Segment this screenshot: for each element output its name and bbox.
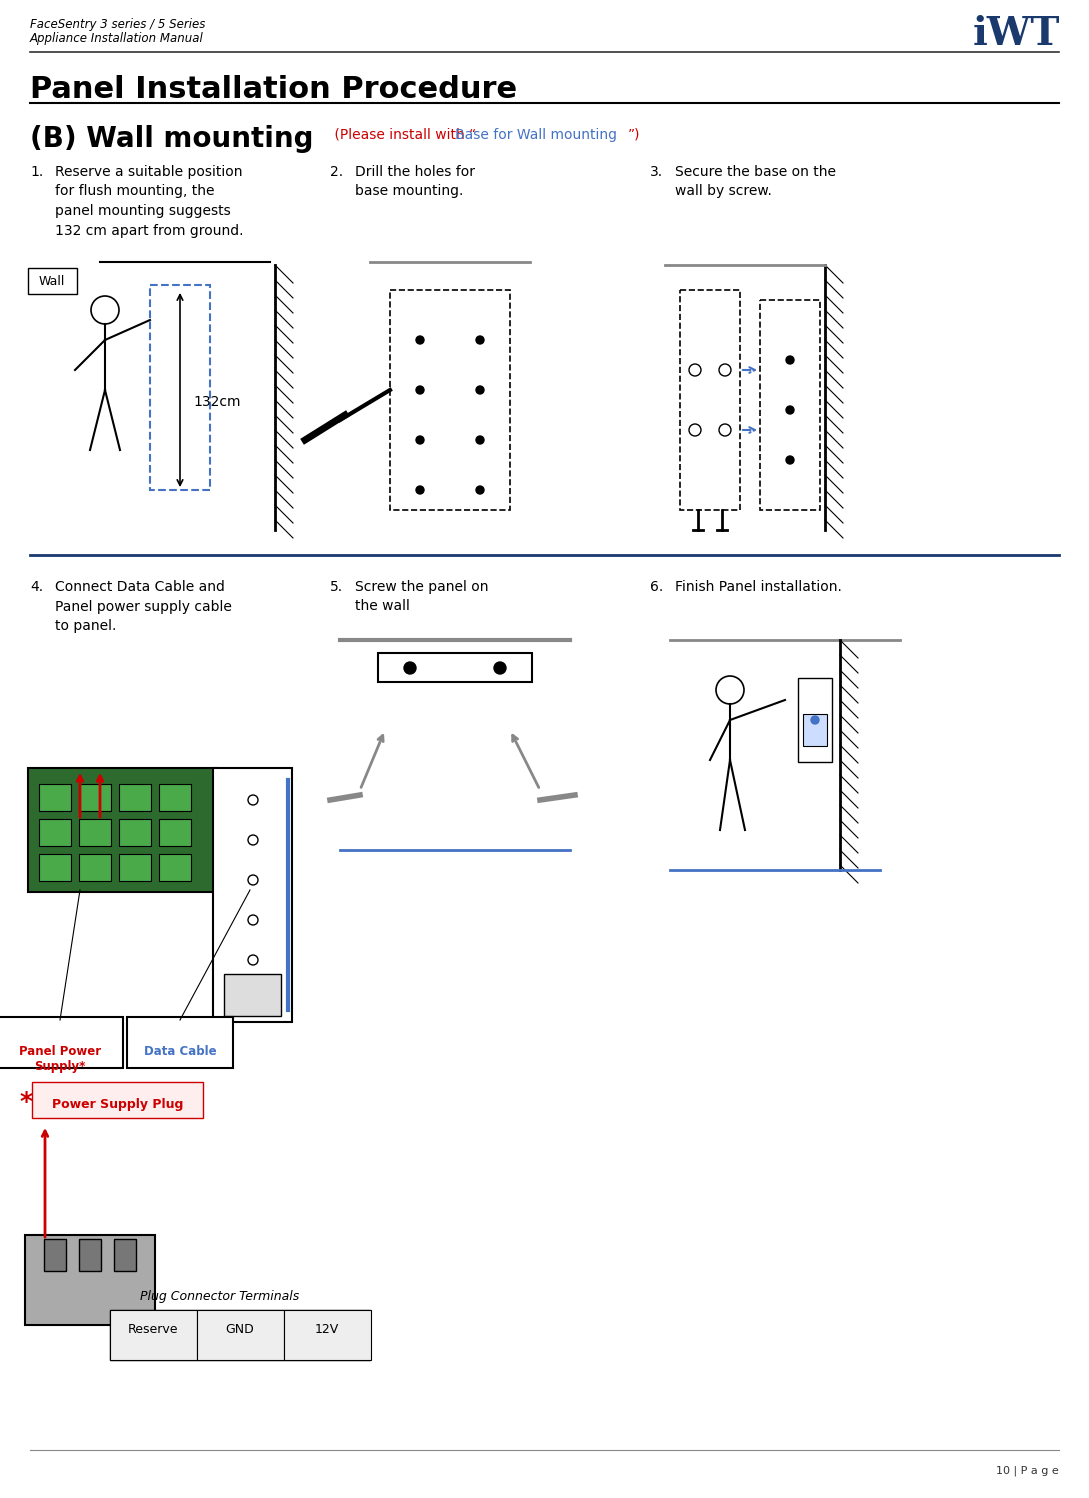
FancyBboxPatch shape [39,819,71,846]
Circle shape [476,336,484,345]
FancyBboxPatch shape [127,1017,233,1068]
Text: Data Cable: Data Cable [144,1046,217,1058]
Circle shape [404,662,416,674]
Circle shape [416,336,424,345]
FancyBboxPatch shape [803,715,827,746]
FancyBboxPatch shape [119,854,151,881]
FancyBboxPatch shape [110,1309,197,1360]
FancyBboxPatch shape [28,268,77,294]
FancyBboxPatch shape [0,1017,123,1068]
Text: Reserve: Reserve [127,1323,179,1336]
Circle shape [476,485,484,494]
FancyBboxPatch shape [159,783,191,810]
FancyBboxPatch shape [119,819,151,846]
FancyBboxPatch shape [197,1309,284,1360]
Text: 2.: 2. [330,165,343,178]
FancyBboxPatch shape [44,1239,66,1270]
Text: ”): ”) [628,127,640,142]
Text: (Please install with “: (Please install with “ [330,127,476,142]
Text: iWT: iWT [972,15,1060,52]
Circle shape [786,406,794,413]
Text: FaceSentry 3 series / 5 Series: FaceSentry 3 series / 5 Series [30,18,206,31]
Circle shape [811,716,819,724]
Circle shape [476,386,484,394]
FancyBboxPatch shape [79,819,111,846]
Text: Reserve a suitable position
for flush mounting, the
panel mounting suggests
132 : Reserve a suitable position for flush mo… [56,165,244,238]
Text: 4.: 4. [30,580,44,595]
FancyBboxPatch shape [224,974,281,1016]
Text: 1.: 1. [30,165,44,178]
Text: GND: GND [225,1323,255,1336]
Text: 5.: 5. [330,580,343,595]
FancyBboxPatch shape [32,1082,203,1118]
Text: Appliance Installation Manual: Appliance Installation Manual [30,31,204,45]
Text: Connect Data Cable and
Panel power supply cable
to panel.: Connect Data Cable and Panel power suppl… [56,580,232,634]
Text: Panel Installation Procedure: Panel Installation Procedure [30,75,517,103]
FancyBboxPatch shape [39,783,71,810]
Circle shape [416,485,424,494]
Text: Drill the holes for
base mounting.: Drill the holes for base mounting. [355,165,475,199]
Circle shape [416,436,424,443]
Text: Base for Wall mounting: Base for Wall mounting [455,127,617,142]
Text: Plug Connector Terminals: Plug Connector Terminals [140,1290,299,1303]
FancyBboxPatch shape [79,1239,101,1270]
FancyBboxPatch shape [284,1309,371,1360]
Text: (B) Wall mounting: (B) Wall mounting [30,124,314,153]
Text: 3.: 3. [650,165,663,178]
FancyBboxPatch shape [159,854,191,881]
Text: Finish Panel installation.: Finish Panel installation. [675,580,842,595]
Text: 132cm: 132cm [193,395,241,409]
Circle shape [786,455,794,464]
FancyBboxPatch shape [378,653,533,682]
FancyBboxPatch shape [28,768,217,891]
FancyBboxPatch shape [798,679,832,762]
Text: Screw the panel on
the wall: Screw the panel on the wall [355,580,489,614]
FancyBboxPatch shape [159,819,191,846]
Text: 6.: 6. [650,580,663,595]
Text: *: * [20,1091,33,1115]
Circle shape [786,357,794,364]
FancyBboxPatch shape [39,854,71,881]
Text: 12V: 12V [315,1323,339,1336]
Text: 10 | P a g e: 10 | P a g e [996,1465,1059,1476]
FancyBboxPatch shape [110,1309,370,1360]
FancyBboxPatch shape [213,768,292,1022]
Text: Wall: Wall [39,276,65,288]
FancyBboxPatch shape [79,854,111,881]
Circle shape [476,436,484,443]
Circle shape [494,662,506,674]
Text: Power Supply Plug: Power Supply Plug [52,1098,184,1112]
FancyBboxPatch shape [79,783,111,810]
Text: Panel Power
Supply*: Panel Power Supply* [19,1046,101,1073]
Text: Secure the base on the
wall by screw.: Secure the base on the wall by screw. [675,165,836,199]
Circle shape [416,386,424,394]
FancyBboxPatch shape [119,783,151,810]
FancyBboxPatch shape [25,1234,155,1326]
FancyBboxPatch shape [114,1239,136,1270]
